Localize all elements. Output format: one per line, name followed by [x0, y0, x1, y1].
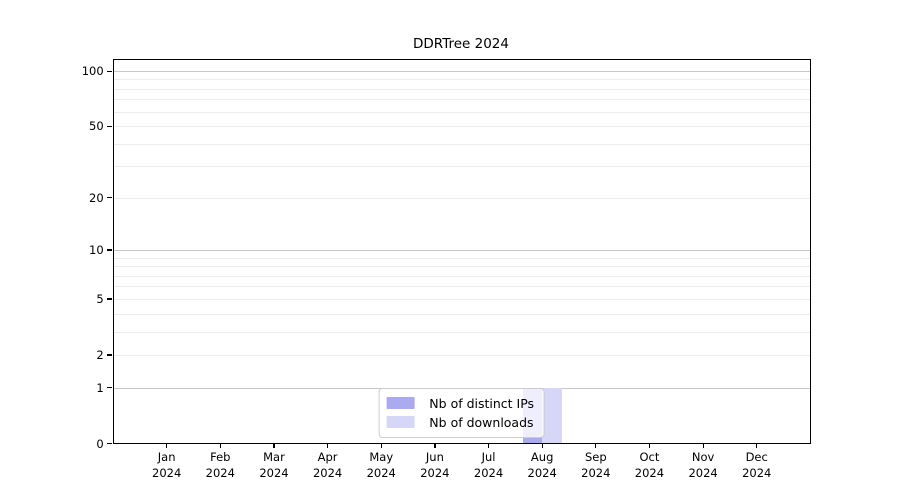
chart-title: DDRTree 2024 [413, 36, 509, 52]
x-tick-label: Sep 2024 [561, 450, 631, 481]
legend-entry: Nb of downloads [386, 413, 534, 432]
x-tick-mark [219, 443, 221, 448]
x-tick-mark [541, 443, 543, 448]
x-tick-mark [702, 443, 704, 448]
minor-gridline [112, 88, 811, 90]
x-tick-label: Jan 2024 [132, 450, 202, 481]
minor-gridline [112, 143, 811, 145]
x-tick-label: Oct 2024 [614, 450, 684, 481]
x-tick-month: Jan [157, 450, 176, 464]
x-tick-month: Mar [263, 450, 285, 464]
minor-gridline [112, 126, 811, 128]
x-tick-mark [595, 443, 597, 448]
x-tick-mark [434, 443, 436, 448]
x-tick-mark [166, 443, 168, 448]
minor-gridline [112, 275, 811, 277]
y-tick-label: 2 [96, 347, 104, 362]
y-tick-mark [106, 298, 112, 300]
x-tick-year: 2024 [366, 465, 396, 480]
x-tick-label: Jul 2024 [454, 450, 524, 481]
x-tick-label: Jun 2024 [400, 450, 470, 481]
x-tick-year: 2024 [581, 465, 611, 480]
x-tick-month: Apr [317, 450, 338, 464]
minor-gridline [112, 111, 811, 113]
x-tick-mark [756, 443, 758, 448]
x-tick-year: 2024 [634, 465, 665, 480]
x-tick-month: Jun [425, 450, 444, 464]
x-tick-mark [273, 443, 275, 448]
major-gridline [112, 249, 811, 251]
x-tick-year: 2024 [527, 465, 557, 480]
x-tick-year: 2024 [742, 465, 772, 480]
x-tick-label: Aug 2024 [507, 450, 577, 481]
x-tick-label: Apr 2024 [293, 450, 363, 481]
minor-gridline [112, 313, 811, 315]
y-tick-mark [106, 354, 112, 356]
x-tick-month: Nov [691, 450, 715, 464]
y-tick-label: 20 [89, 190, 104, 205]
x-tick-month: Aug [530, 450, 554, 464]
x-tick-year: 2024 [473, 465, 504, 480]
minor-gridline [112, 298, 811, 300]
x-tick-mark [648, 443, 651, 448]
minor-gridline [112, 197, 811, 199]
bar-downloads [542, 387, 562, 444]
x-tick-label: Feb 2024 [185, 450, 255, 481]
x-tick-year: 2024 [205, 465, 235, 480]
plot-area: Nb of distinct IPs Nb of downloads [112, 59, 811, 444]
x-tick-mark [380, 443, 382, 448]
x-tick-month: Feb [210, 450, 231, 464]
y-tick-label: 1 [96, 380, 104, 395]
minor-gridline [112, 79, 811, 81]
y-tick-label: 10 [89, 242, 104, 257]
legend-color-swatch [386, 416, 415, 428]
minor-gridline [112, 354, 811, 356]
x-tick-label: Dec 2024 [722, 450, 792, 481]
minor-gridline [112, 99, 811, 101]
x-tick-month: Dec [745, 450, 768, 464]
y-tick-mark [106, 70, 112, 72]
y-tick-label: 50 [89, 119, 104, 134]
y-tick-label: 0 [96, 436, 104, 451]
x-tick-mark [488, 443, 490, 448]
major-gridline [112, 71, 811, 72]
x-tick-label: Mar 2024 [239, 450, 309, 481]
legend-color-swatch [386, 397, 415, 409]
x-tick-month: Jul [481, 450, 496, 464]
y-tick-mark [106, 125, 112, 127]
legend-entry: Nb of distinct IPs [386, 394, 534, 413]
x-tick-month: May [369, 450, 394, 464]
minor-gridline [112, 166, 811, 168]
x-tick-month: Sep [584, 450, 607, 464]
x-tick-year: 2024 [152, 465, 182, 480]
minor-gridline [112, 266, 811, 268]
x-tick-label: May 2024 [346, 450, 416, 481]
legend-label: Nb of distinct IPs [429, 395, 535, 411]
minor-gridline [112, 257, 811, 259]
y-tick-mark [106, 197, 112, 199]
minor-gridline [112, 331, 811, 333]
x-tick-label: Nov 2024 [668, 450, 738, 481]
x-tick-year: 2024 [420, 465, 450, 480]
y-tick-mark [106, 387, 112, 389]
x-tick-year: 2024 [312, 465, 343, 480]
x-tick-year: 2024 [688, 465, 718, 480]
legend-label: Nb of downloads [429, 414, 534, 430]
x-tick-mark [327, 443, 329, 448]
y-tick-mark [106, 443, 112, 445]
minor-gridline [112, 286, 811, 288]
y-tick-label: 5 [96, 291, 104, 306]
y-tick-label: 100 [81, 64, 104, 78]
legend: Nb of distinct IPs Nb of downloads [378, 387, 546, 438]
x-tick-year: 2024 [259, 465, 289, 480]
y-tick-mark [106, 249, 112, 251]
x-tick-month: Oct [639, 450, 660, 464]
